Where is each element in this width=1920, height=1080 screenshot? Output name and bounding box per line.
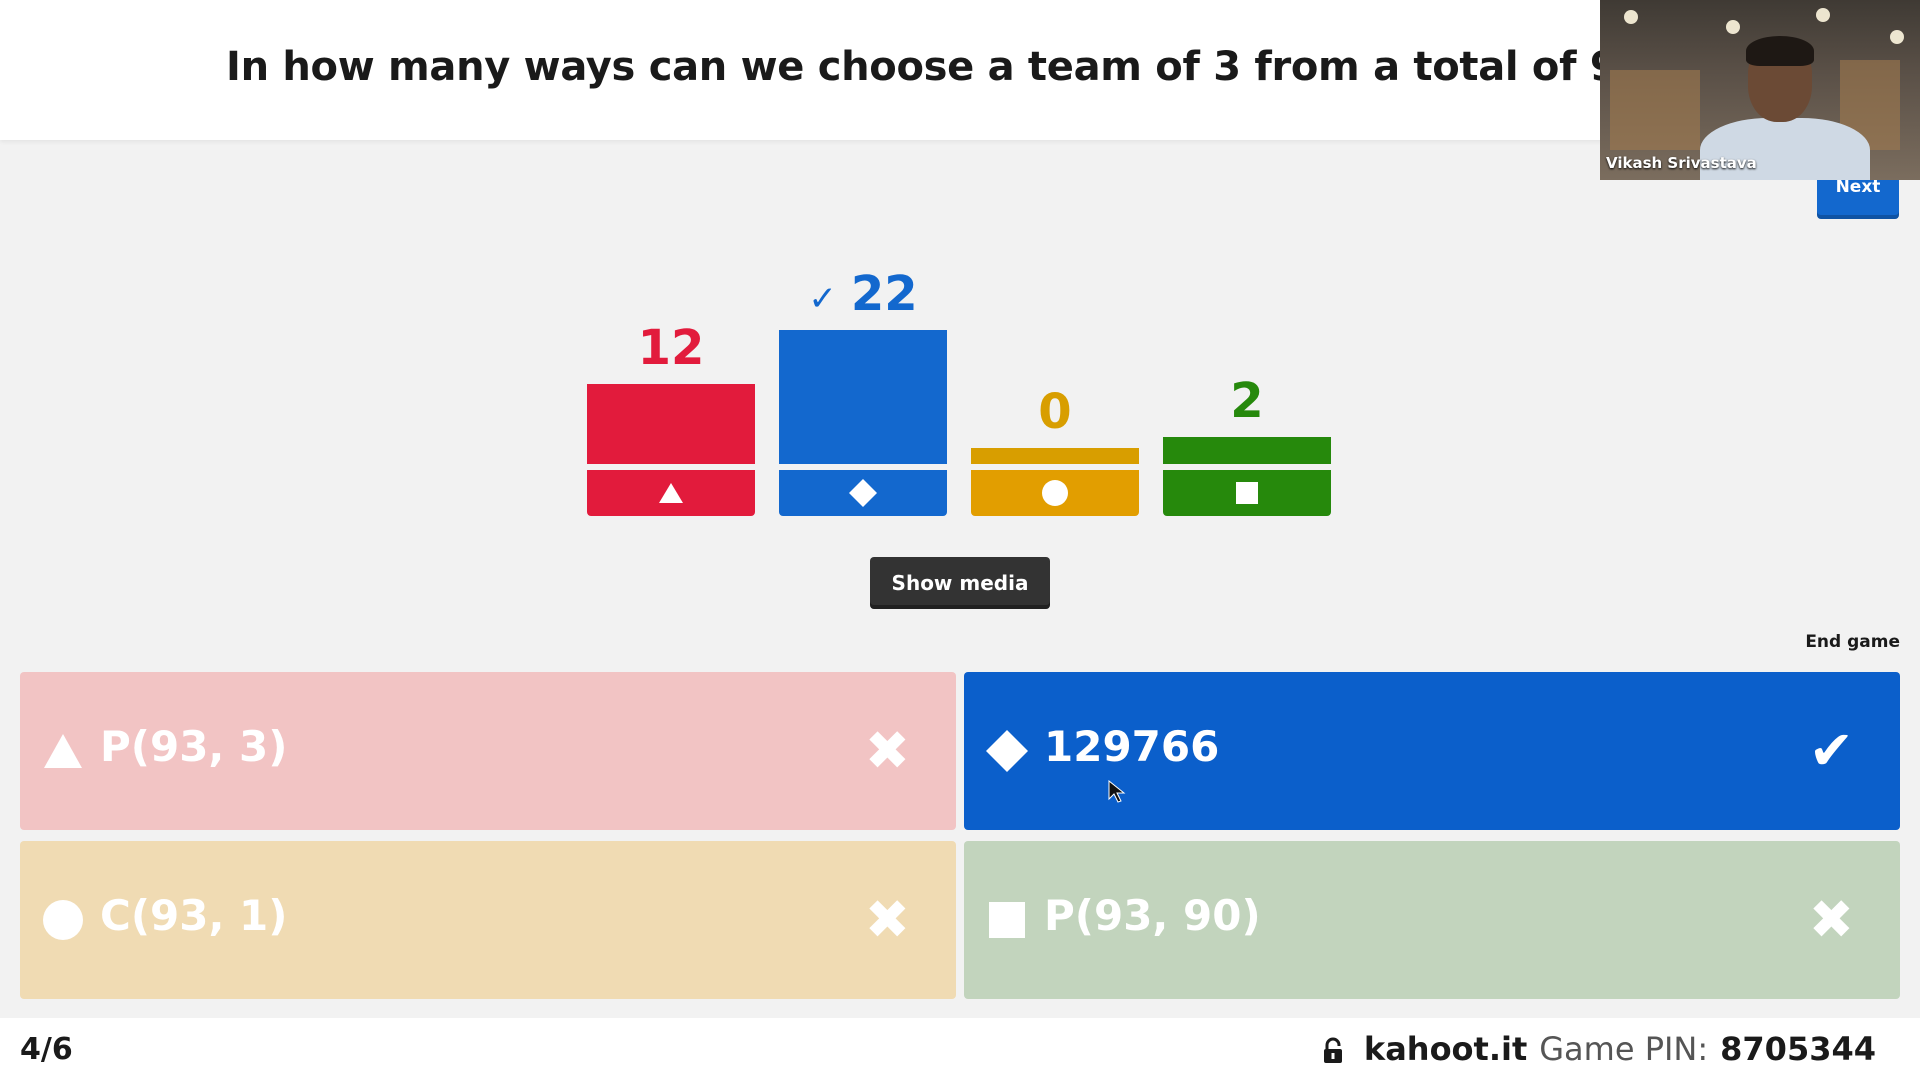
bar-count-value: 12 bbox=[637, 320, 705, 376]
bar-shape-base bbox=[1163, 470, 1331, 516]
answer-tile-green: P(93, 90) ✖ bbox=[964, 841, 1900, 999]
bar-shape-base bbox=[971, 470, 1139, 516]
bar-fill bbox=[779, 330, 947, 464]
participant-body bbox=[1700, 118, 1870, 180]
bar-count-label: ✓ 22 bbox=[779, 266, 947, 322]
bar-count-label: 2 bbox=[1163, 373, 1331, 429]
bar-count-label: 0 bbox=[971, 384, 1139, 440]
footer-bar: 4/6 kahoot.it Game PIN: 8705344 bbox=[0, 1018, 1920, 1080]
cross-icon: ✖ bbox=[864, 719, 910, 782]
game-pin-value: 8705344 bbox=[1720, 1030, 1876, 1068]
bar-count-value: 22 bbox=[850, 266, 918, 322]
end-game-button[interactable]: End game bbox=[1805, 632, 1900, 652]
answer-text: 129766 bbox=[1044, 722, 1220, 771]
bar-fill bbox=[587, 384, 755, 464]
circle-icon bbox=[40, 897, 86, 943]
check-icon: ✔ bbox=[1808, 719, 1854, 782]
answer-text: C(93, 1) bbox=[100, 891, 288, 940]
diamond-icon bbox=[984, 728, 1030, 774]
answer-text: P(93, 3) bbox=[100, 722, 288, 771]
bar-count-value: 2 bbox=[1230, 373, 1264, 429]
triangle-icon bbox=[40, 728, 86, 774]
diamond-icon bbox=[848, 478, 878, 508]
answer-tile-red: P(93, 3) ✖ bbox=[20, 672, 956, 830]
question-text: In how many ways can we choose a team of… bbox=[226, 44, 1757, 90]
bar-shape-base bbox=[587, 470, 755, 516]
mouse-cursor-icon bbox=[1108, 780, 1126, 803]
bar-count-value: 0 bbox=[1038, 384, 1072, 440]
answer-text: P(93, 90) bbox=[1044, 891, 1261, 940]
cross-icon: ✖ bbox=[1808, 888, 1854, 951]
lock-icon bbox=[1322, 1035, 1344, 1063]
answer-tile-yellow: C(93, 1) ✖ bbox=[20, 841, 956, 999]
circle-icon bbox=[1041, 479, 1069, 507]
question-counter: 4/6 bbox=[20, 1032, 73, 1067]
square-icon bbox=[1236, 482, 1258, 504]
webcam-video: Vikash Srivastava bbox=[1600, 0, 1920, 180]
game-pin-area: kahoot.it Game PIN: 8705344 bbox=[1322, 1030, 1876, 1068]
square-icon bbox=[984, 897, 1030, 943]
show-media-button[interactable]: Show media bbox=[870, 557, 1050, 609]
answer-tile-blue: 129766 ✔ bbox=[964, 672, 1900, 830]
cross-icon: ✖ bbox=[864, 888, 910, 951]
bar-shape-base bbox=[779, 470, 947, 516]
game-pin-label: Game PIN: bbox=[1539, 1030, 1709, 1068]
correct-check-icon: ✓ bbox=[808, 279, 837, 319]
results-chart: 12 ✓ 22 0 2 bbox=[587, 266, 1331, 516]
kahoot-url: kahoot.it bbox=[1363, 1030, 1528, 1068]
bar-fill bbox=[1163, 437, 1331, 464]
triangle-icon bbox=[658, 482, 684, 504]
participant-name: Vikash Srivastava bbox=[1606, 154, 1757, 172]
participant-hair bbox=[1746, 36, 1814, 66]
bar-count-label: 12 bbox=[587, 320, 755, 376]
bar-fill bbox=[971, 448, 1139, 464]
